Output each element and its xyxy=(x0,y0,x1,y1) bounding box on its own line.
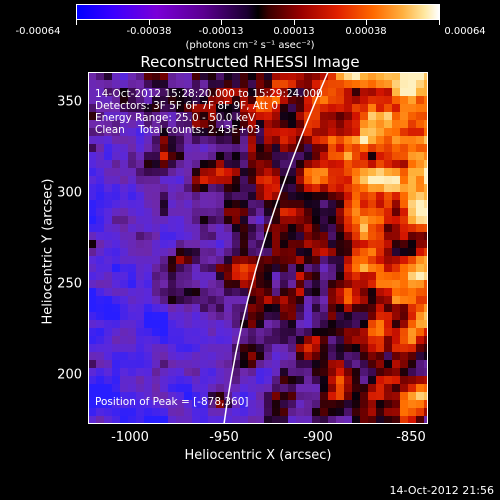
colorbar-tick-mark xyxy=(294,20,295,25)
colorbar xyxy=(76,4,440,20)
timestamp: 14-Oct-2012 21:56 xyxy=(389,484,494,497)
colorbar-tick-label: 0.00013 xyxy=(273,26,315,37)
colorbar-tick-mark xyxy=(76,20,77,25)
x-tick-label: -1000 xyxy=(111,430,149,445)
colorbar-tick-mark xyxy=(439,20,440,25)
colorbar-tick-label: 0.00064 xyxy=(444,26,486,37)
peak-position: Position of Peak = [-878,360] xyxy=(95,396,249,408)
info-counts: Clean Total counts: 2.43E+03 xyxy=(95,124,261,136)
colorbar-tick-mark xyxy=(149,20,150,25)
colorbar-tick-label: 0.00038 xyxy=(345,26,387,37)
colorbar-tick-mark xyxy=(366,20,367,25)
y-tick-label: 250 xyxy=(57,276,82,292)
image-title: Reconstructed RHESSI Image xyxy=(140,53,360,71)
rhessi-heatmap xyxy=(88,72,428,424)
y-tick-label: 350 xyxy=(57,94,82,110)
y-axis-label: Heliocentric Y (arcsec) xyxy=(40,178,56,325)
info-time: 14-Oct-2012 15:28:20.000 to 15:29:24.000 xyxy=(95,88,323,100)
x-tick-label: -900 xyxy=(303,430,333,445)
colorbar-tick-label: -0.00013 xyxy=(198,26,244,37)
colorbar-tick-label: -0.00064 xyxy=(15,26,61,37)
colorbar-units: (photons cm⁻² s⁻¹ asec⁻²) xyxy=(185,40,315,51)
y-tick-label: 300 xyxy=(57,185,82,201)
solar-limb-curve xyxy=(223,72,329,424)
colorbar-tick-mark xyxy=(221,20,222,25)
info-energy: Energy Range: 25.0 - 50.0 keV xyxy=(95,112,256,124)
x-tick-label: -950 xyxy=(209,430,239,445)
colorbar-tick-label: -0.00038 xyxy=(126,26,172,37)
y-tick-label: 200 xyxy=(57,367,82,383)
info-detectors: Detectors: 3F 5F 6F 7F 8F 9F, Att 0 xyxy=(95,100,279,112)
x-axis-label: Heliocentric X (arcsec) xyxy=(184,448,332,463)
rhessi-image xyxy=(88,72,428,424)
x-tick-label: -850 xyxy=(396,430,426,445)
